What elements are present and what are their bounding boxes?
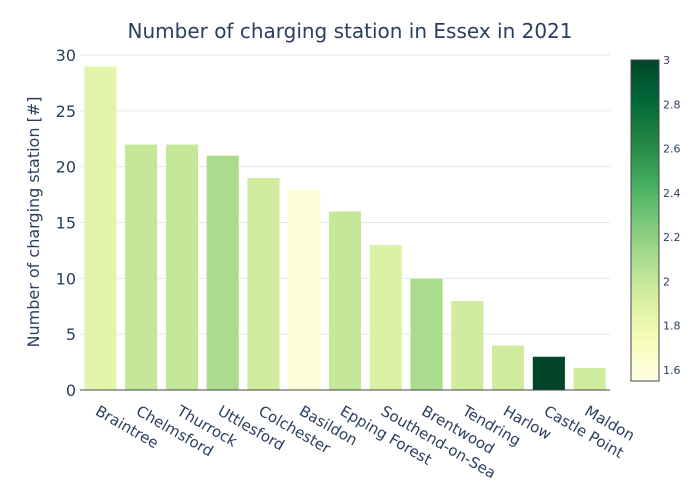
y-tick-label: 25 (56, 102, 76, 121)
bars (80, 65, 610, 391)
colorbar-tick-label: 1.8 (663, 320, 681, 333)
chart-title: Number of charging station in Essex in 2… (128, 19, 573, 43)
bar-epping-forest (328, 211, 362, 391)
colorbar-tick-label: 2.4 (663, 187, 681, 200)
bar-colchester (246, 177, 281, 391)
colorbar-gradient (630, 59, 660, 382)
y-tick-label: 10 (56, 269, 76, 288)
bar-thurrock (165, 144, 199, 391)
colorbar-tick-label: 2.2 (663, 231, 681, 244)
bar-basildon (287, 188, 321, 391)
colorbar-tick-label: 2.8 (663, 98, 681, 111)
y-tick-label: 15 (56, 214, 76, 233)
colorbar-tick-labels: 1.6 1.8 2 2.2 2.4 2.6 2.8 3 (663, 54, 681, 377)
bar-southend-on-sea (369, 244, 403, 391)
y-axis-label: Number of charging station [#] (24, 97, 43, 348)
y-tick-labels: 0 5 10 15 20 25 30 (56, 46, 76, 400)
y-tick-label: 0 (66, 381, 76, 400)
x-tick-labels: BraintreeChelmsfordThurrockUttlesfordCol… (92, 401, 637, 482)
colorbar-tick-label: 1.6 (663, 364, 681, 377)
bar-harlow (491, 345, 525, 391)
colorbar-tick-label: 3 (663, 54, 670, 67)
y-tick-label: 20 (56, 158, 76, 177)
colorbar: 1.6 1.8 2 2.2 2.4 2.6 2.8 3 (630, 54, 681, 382)
colorbar-tick-label: 2.6 (663, 143, 681, 156)
y-tick-label: 5 (66, 325, 76, 344)
bar-tendring (450, 300, 484, 391)
bar-uttlesford (206, 155, 240, 391)
colorbar-tick-label: 2 (663, 275, 670, 288)
y-tick-label: 30 (56, 46, 76, 65)
bar-braintree (83, 65, 117, 391)
bar-maldon (573, 367, 607, 391)
bar-chelmsford (124, 144, 158, 391)
bar-brentwood (409, 278, 444, 391)
bar-castle-point (532, 356, 566, 391)
